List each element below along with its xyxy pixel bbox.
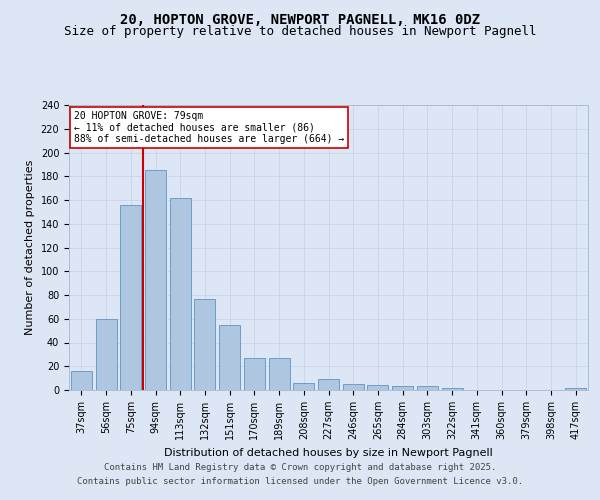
Bar [392,386,413,390]
Y-axis label: Number of detached properties: Number of detached properties [25,160,35,335]
Text: Contains public sector information licensed under the Open Government Licence v3: Contains public sector information licen… [77,477,523,486]
Bar [194,298,215,390]
Text: 20 HOPTON GROVE: 79sqm
← 11% of detached houses are smaller (86)
88% of semi-det: 20 HOPTON GROVE: 79sqm ← 11% of detached… [74,110,344,144]
Bar [244,358,265,390]
Bar [565,388,586,390]
Bar [293,383,314,390]
Text: Size of property relative to detached houses in Newport Pagnell: Size of property relative to detached ho… [64,25,536,38]
Bar [343,384,364,390]
Bar [145,170,166,390]
Bar [120,205,141,390]
Text: Contains HM Land Registry data © Crown copyright and database right 2025.: Contains HM Land Registry data © Crown c… [104,464,496,472]
X-axis label: Distribution of detached houses by size in Newport Pagnell: Distribution of detached houses by size … [164,448,493,458]
Bar [71,371,92,390]
Bar [95,319,116,390]
Text: 20, HOPTON GROVE, NEWPORT PAGNELL, MK16 0DZ: 20, HOPTON GROVE, NEWPORT PAGNELL, MK16 … [120,12,480,26]
Bar [170,198,191,390]
Bar [367,385,388,390]
Bar [269,358,290,390]
Bar [417,386,438,390]
Bar [442,388,463,390]
Bar [219,324,240,390]
Bar [318,380,339,390]
